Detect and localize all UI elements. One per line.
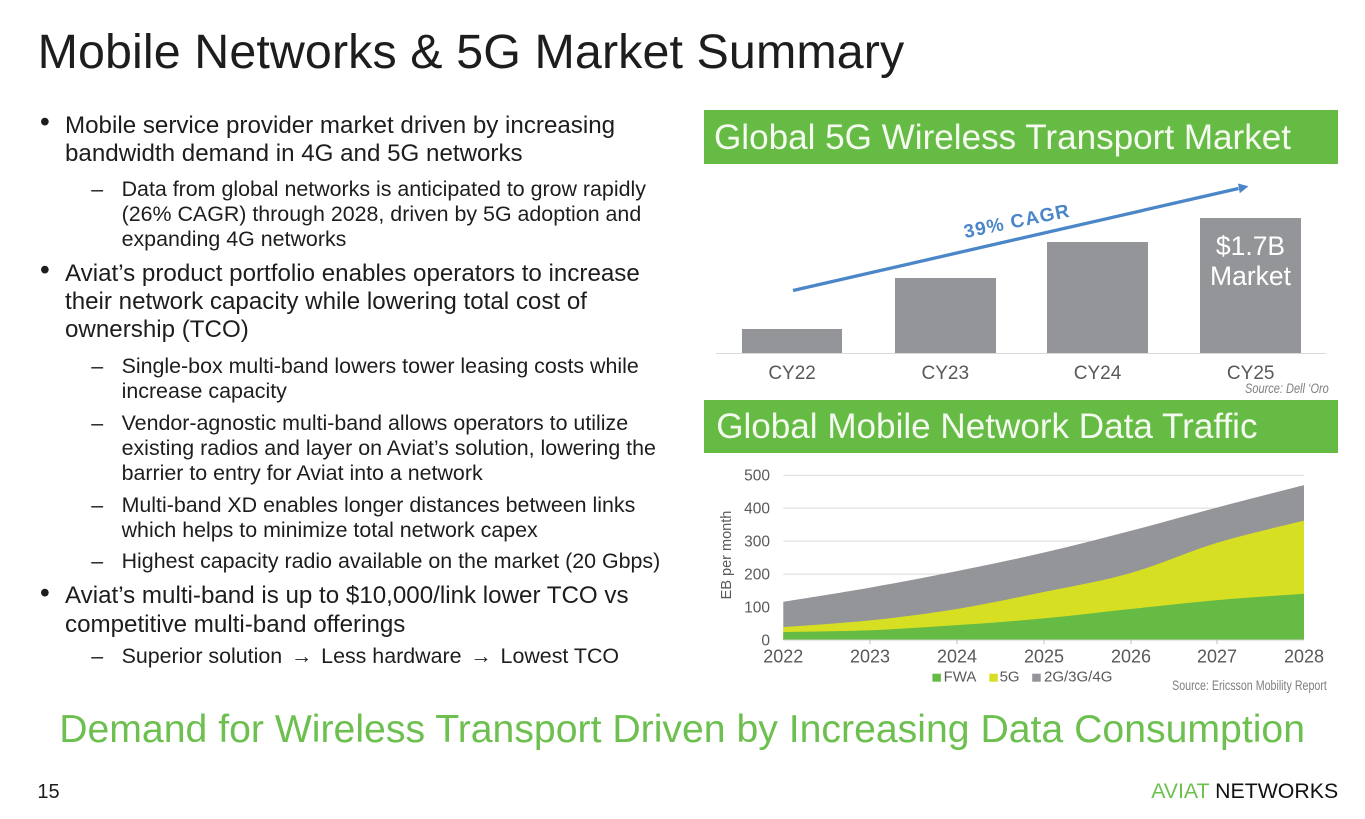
svg-text:2025: 2025 [1024, 647, 1064, 667]
svg-text:500: 500 [744, 468, 770, 485]
svg-text:2028: 2028 [1284, 647, 1324, 667]
svg-text:2G/3G/4G: 2G/3G/4G [1044, 669, 1112, 686]
svg-text:2022: 2022 [763, 647, 803, 667]
svg-text:200: 200 [744, 566, 770, 583]
svg-text:400: 400 [744, 500, 770, 517]
svg-text:5G: 5G [1000, 669, 1020, 686]
svg-text:2024: 2024 [937, 647, 977, 667]
svg-text:EB per month: EB per month [719, 511, 735, 600]
svg-text:2023: 2023 [850, 647, 890, 667]
svg-text:FWA: FWA [944, 669, 977, 686]
svg-text:2026: 2026 [1111, 647, 1151, 667]
svg-text:300: 300 [744, 533, 770, 550]
svg-text:2027: 2027 [1197, 647, 1237, 667]
svg-text:100: 100 [744, 599, 770, 616]
svg-text:0: 0 [761, 632, 770, 649]
